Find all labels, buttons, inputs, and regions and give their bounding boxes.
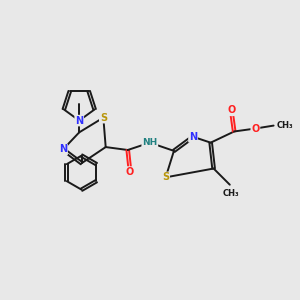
Text: N: N	[75, 116, 83, 126]
Text: CH₃: CH₃	[277, 121, 294, 130]
Text: S: S	[100, 113, 107, 123]
Text: O: O	[126, 167, 134, 177]
Text: O: O	[227, 105, 236, 115]
Text: CH₃: CH₃	[223, 189, 240, 198]
Text: NH: NH	[142, 138, 158, 147]
Text: N: N	[59, 144, 67, 154]
Text: N: N	[189, 132, 197, 142]
Text: O: O	[251, 124, 260, 134]
Text: S: S	[162, 172, 169, 182]
